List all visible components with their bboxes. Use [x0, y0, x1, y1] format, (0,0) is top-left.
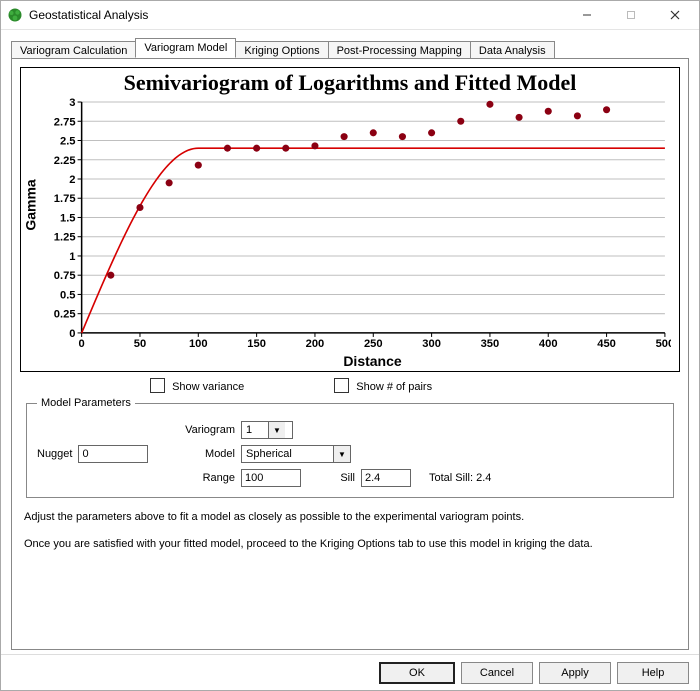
tab-variogram-model[interactable]: Variogram Model — [135, 38, 236, 58]
chevron-down-icon: ▼ — [268, 422, 285, 438]
svg-text:200: 200 — [306, 338, 325, 350]
checkbox-row: Show variance Show # of pairs — [150, 378, 680, 393]
model-dropdown[interactable]: Spherical ▼ — [241, 445, 351, 463]
tab-kriging-options[interactable]: Kriging Options — [235, 41, 328, 59]
svg-text:350: 350 — [481, 338, 500, 350]
show-pairs-label: Show # of pairs — [356, 381, 432, 393]
svg-text:50: 50 — [134, 338, 146, 350]
svg-text:400: 400 — [539, 338, 558, 350]
svg-text:0.25: 0.25 — [54, 309, 76, 321]
svg-text:250: 250 — [364, 338, 383, 350]
svg-text:2.25: 2.25 — [54, 155, 76, 167]
svg-text:150: 150 — [247, 338, 266, 350]
tab-panel-variogram-model: Semivariogram of Logarithms and Fitted M… — [11, 58, 689, 650]
instruction-text-1: Adjust the parameters above to fit a mod… — [24, 510, 676, 525]
show-variance-label: Show variance — [172, 381, 244, 393]
checkbox-icon — [150, 378, 165, 393]
model-value: Spherical — [242, 446, 333, 462]
variogram-dropdown[interactable]: 1 ▼ — [241, 421, 293, 439]
app-icon — [7, 7, 23, 23]
help-button[interactable]: Help — [617, 662, 689, 684]
svg-text:2: 2 — [69, 174, 75, 186]
svg-text:0.75: 0.75 — [54, 270, 76, 282]
tab-variogram-calculation[interactable]: Variogram Calculation — [11, 41, 136, 59]
svg-text:450: 450 — [597, 338, 616, 350]
variogram-label: Variogram — [177, 424, 235, 436]
plot-area: 0 0.25 0.5 0.75 1 1.25 1.5 1.75 2 2.25 2.5 2.75 3 0 50… — [41, 98, 671, 351]
range-input[interactable] — [241, 469, 301, 487]
svg-text:1.5: 1.5 — [60, 213, 76, 225]
model-parameters-group: Model Parameters Variogram 1 ▼ Nugget Mo… — [26, 397, 674, 498]
sill-input[interactable] — [361, 469, 411, 487]
svg-text:2.5: 2.5 — [60, 136, 76, 148]
model-parameters-legend: Model Parameters — [37, 397, 135, 409]
show-pairs-checkbox[interactable]: Show # of pairs — [334, 378, 432, 393]
tab-post-processing-mapping[interactable]: Post-Processing Mapping — [328, 41, 471, 59]
range-label: Range — [177, 472, 235, 484]
tab-data-analysis[interactable]: Data Analysis — [470, 41, 555, 59]
cancel-button[interactable]: Cancel — [461, 662, 533, 684]
chevron-down-icon: ▼ — [333, 446, 350, 462]
tab-bar: Variogram CalculationVariogram ModelKrig… — [11, 36, 689, 58]
svg-text:1.75: 1.75 — [54, 193, 76, 205]
svg-text:0: 0 — [79, 338, 85, 350]
chart-title: Semivariogram of Logarithms and Fitted M… — [21, 70, 679, 96]
checkbox-icon — [334, 378, 349, 393]
window-title: Geostatistical Analysis — [29, 8, 565, 22]
svg-text:500: 500 — [656, 338, 671, 350]
sill-label: Sill — [315, 472, 355, 484]
svg-text:300: 300 — [422, 338, 441, 350]
variogram-value: 1 — [242, 422, 268, 438]
nugget-label: Nugget — [37, 448, 72, 460]
client-area: Variogram CalculationVariogram ModelKrig… — [1, 30, 699, 654]
ok-button[interactable]: OK — [379, 662, 455, 684]
dialog-button-bar: OK Cancel Apply Help — [1, 654, 699, 690]
y-axis-label: Gamma — [23, 68, 39, 341]
close-button[interactable] — [653, 1, 697, 29]
maximize-button[interactable] — [609, 1, 653, 29]
svg-text:1.25: 1.25 — [54, 232, 76, 244]
svg-text:1: 1 — [69, 251, 75, 263]
svg-text:2.75: 2.75 — [54, 116, 76, 128]
nugget-input[interactable] — [78, 445, 148, 463]
svg-text:100: 100 — [189, 338, 208, 350]
dialog-window: Geostatistical Analysis Variogram Calcul… — [0, 0, 700, 691]
svg-text:0.5: 0.5 — [60, 290, 76, 302]
svg-text:0: 0 — [69, 328, 75, 340]
model-label: Model — [177, 448, 235, 460]
titlebar: Geostatistical Analysis — [1, 1, 699, 30]
x-axis-label: Distance — [76, 353, 669, 369]
minimize-button[interactable] — [565, 1, 609, 29]
apply-button[interactable]: Apply — [539, 662, 611, 684]
show-variance-checkbox[interactable]: Show variance — [150, 378, 244, 393]
svg-text:3: 3 — [69, 98, 75, 109]
instruction-text-2: Once you are satisfied with your fitted … — [24, 537, 676, 552]
total-sill-label: Total Sill: 2.4 — [429, 472, 491, 484]
semivariogram-chart: Semivariogram of Logarithms and Fitted M… — [20, 67, 680, 372]
